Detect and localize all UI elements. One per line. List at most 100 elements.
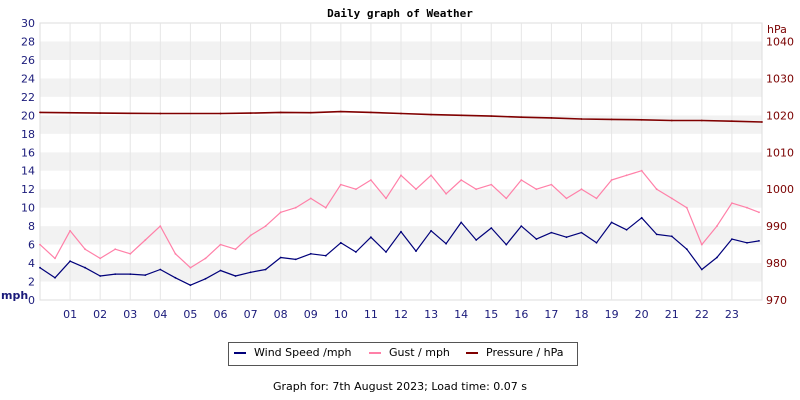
series-0-point <box>294 258 297 261</box>
series-0-point <box>174 276 177 279</box>
series-2-point <box>430 113 432 116</box>
series-0-point <box>54 276 56 279</box>
left-tick-label: 8 <box>28 220 35 233</box>
series-0-point <box>415 250 417 253</box>
left-tick-label: 18 <box>21 128 35 141</box>
right-tick-label: 1020 <box>766 109 794 122</box>
series-1-point <box>625 174 628 177</box>
series-1-point <box>339 183 342 186</box>
series-2-point <box>99 112 102 114</box>
series-0-point <box>324 254 327 257</box>
series-0-point <box>430 229 432 232</box>
series-0-point <box>159 268 162 271</box>
series-1-point <box>54 257 56 260</box>
series-1-point <box>279 211 282 214</box>
series-0-point <box>129 273 132 275</box>
series-1-point <box>309 197 312 200</box>
series-layer <box>39 110 763 287</box>
series-1-point <box>219 243 222 246</box>
series-1-point <box>520 179 523 181</box>
series-1-point <box>84 248 86 251</box>
series-2-point <box>39 111 41 114</box>
series-0-point <box>69 260 71 263</box>
series-1-point <box>39 243 41 246</box>
series-0-point <box>309 252 312 255</box>
series-1-point <box>758 211 760 214</box>
series-0-point <box>264 268 267 271</box>
series-2-point <box>550 117 553 119</box>
left-tick-label: 10 <box>21 202 35 215</box>
series-2-point <box>460 114 463 117</box>
x-tick-label: 02 <box>93 308 107 321</box>
x-tick-label: 14 <box>454 308 468 321</box>
series-0-point <box>114 273 117 275</box>
left-tick-label: 0 <box>28 294 35 307</box>
series-0-point <box>445 242 447 245</box>
x-tick-label: 13 <box>424 308 438 321</box>
series-2-point <box>610 118 613 121</box>
series-0-point <box>385 251 387 253</box>
series-0-point <box>731 238 733 241</box>
series-0-point <box>580 231 583 234</box>
series-2-point <box>700 119 703 122</box>
x-tick-label: 17 <box>544 308 558 321</box>
x-tick-label: 19 <box>605 308 619 321</box>
series-0-point <box>655 233 658 236</box>
legend-item-gust: Gust / mph <box>369 346 450 359</box>
series-0-point <box>535 238 538 241</box>
series-1-point <box>490 183 493 186</box>
legend-item-wind: Wind Speed /mph <box>234 346 352 359</box>
series-1-point <box>610 179 613 181</box>
series-1-point <box>716 225 718 228</box>
series-1-point <box>234 248 237 251</box>
series-0-point <box>625 228 628 231</box>
series-0-point <box>219 269 222 272</box>
x-tick-label: 21 <box>665 308 679 321</box>
right-tick-label: 970 <box>766 294 787 307</box>
series-1-point <box>264 225 267 228</box>
series-0-point <box>700 268 703 271</box>
x-tick-label: 12 <box>394 308 408 321</box>
x-tick-label: 07 <box>244 308 258 321</box>
right-tick-label: 1030 <box>766 72 794 85</box>
series-0-point <box>716 256 718 259</box>
series-1-point <box>294 206 297 209</box>
series-0-point <box>550 231 553 234</box>
series-2-point <box>490 115 493 117</box>
series-2-point <box>761 121 763 123</box>
x-tick-label: 03 <box>123 308 137 321</box>
series-2-point <box>640 118 643 121</box>
left-tick-label: 26 <box>21 54 35 67</box>
left-tick-label: 22 <box>21 91 35 104</box>
series-0-point <box>249 271 252 274</box>
series-0-point <box>505 243 508 246</box>
series-2-point <box>159 112 162 115</box>
x-tick-label: 11 <box>364 308 378 321</box>
left-tick-label: 12 <box>21 183 35 196</box>
left-tick-label: 30 <box>21 17 35 30</box>
series-0-point <box>595 241 598 244</box>
series-1-point <box>700 243 703 246</box>
series-0-point <box>746 241 748 244</box>
legend-label-pressure: Pressure / hPa <box>486 346 564 359</box>
left-tick-label: 14 <box>21 165 35 178</box>
left-axis-label: mph <box>1 289 28 302</box>
series-0-point <box>99 275 102 277</box>
series-0-point <box>400 230 402 233</box>
series-1-point <box>129 252 132 255</box>
x-tick-label: 23 <box>725 308 739 321</box>
right-tick-label: 990 <box>766 220 787 233</box>
right-tick-label: 980 <box>766 257 787 270</box>
left-tick-label: 6 <box>28 239 35 252</box>
legend-swatch-wind <box>234 351 246 354</box>
x-tick-label: 20 <box>635 308 649 321</box>
legend-label-wind: Wind Speed /mph <box>254 346 352 359</box>
right-tick-label: 1000 <box>766 183 794 196</box>
series-1-point <box>731 202 733 205</box>
series-2-point <box>339 110 342 113</box>
series-0-point <box>670 235 673 238</box>
x-tick-label: 04 <box>153 308 167 321</box>
series-1-point <box>460 179 463 181</box>
series-0-point <box>204 277 207 280</box>
series-2-point <box>279 111 282 114</box>
